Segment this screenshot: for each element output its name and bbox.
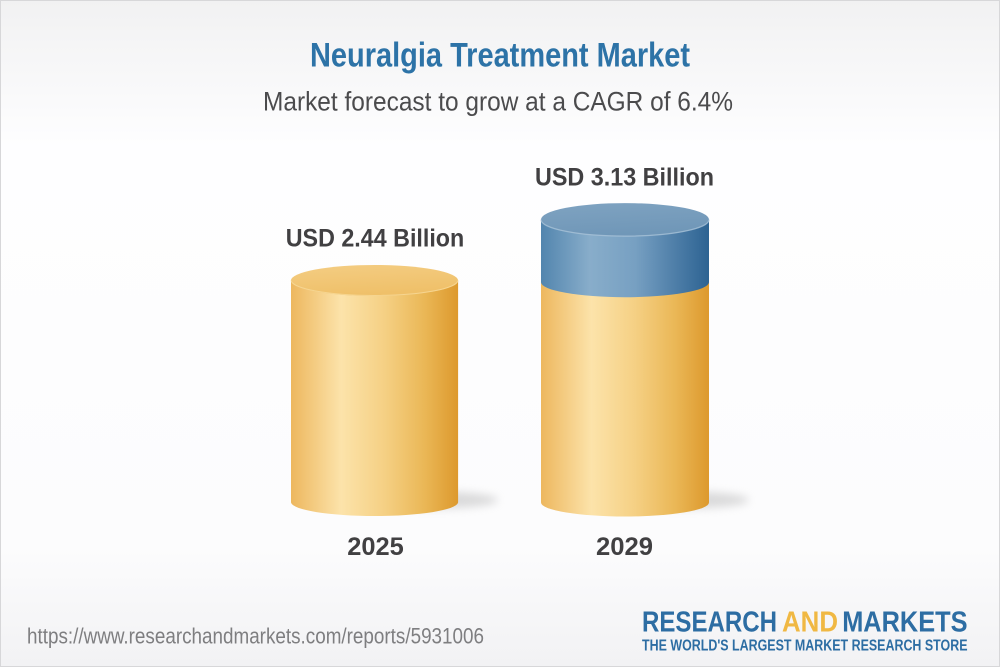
svg-text:MARKETS: MARKETS: [842, 606, 967, 638]
svg-text:THE WORLD'S LARGEST MARKET RES: THE WORLD'S LARGEST MARKET RESEARCH STOR…: [642, 638, 968, 655]
svg-text:2029: 2029: [596, 533, 653, 561]
svg-text:USD 2.44 Billion: USD 2.44 Billion: [286, 225, 465, 253]
svg-text:AND: AND: [782, 606, 838, 638]
svg-text:Neuralgia Treatment Market: Neuralgia Treatment Market: [310, 37, 690, 75]
svg-text:https://www.researchandmarkets: https://www.researchandmarkets.com/repor…: [27, 624, 484, 649]
svg-text:USD 3.13 Billion: USD 3.13 Billion: [535, 164, 714, 192]
svg-text:RESEARCH: RESEARCH: [642, 606, 777, 638]
svg-text:Market forecast to grow at a C: Market forecast to grow at a CAGR of 6.4…: [263, 87, 733, 117]
svg-text:2025: 2025: [347, 533, 404, 561]
